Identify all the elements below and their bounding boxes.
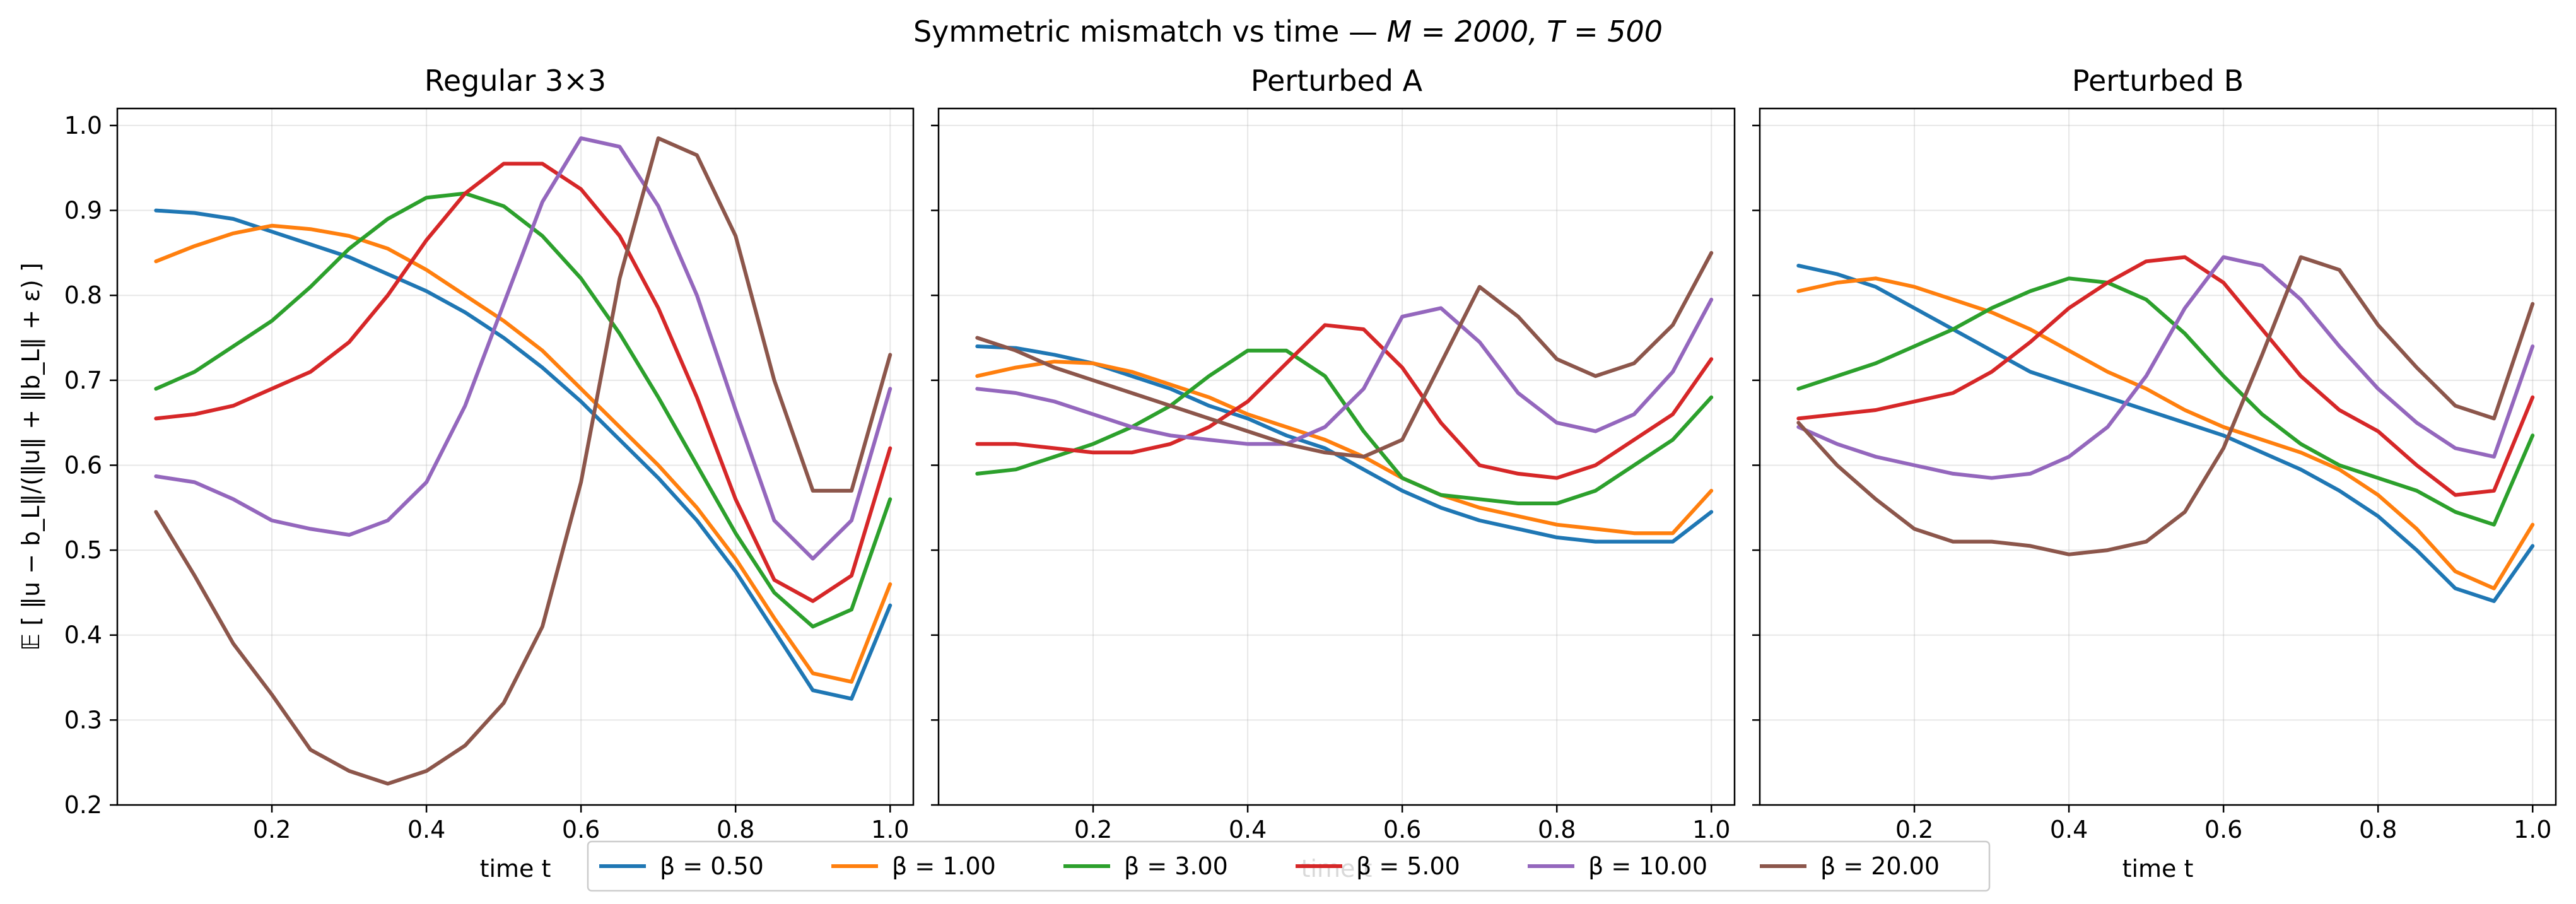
series-line-3	[1796, 276, 2535, 527]
x-tick-label: 0.2	[1074, 816, 1112, 843]
y-tick-label: 1.0	[64, 112, 102, 139]
legend-frame	[587, 840, 1991, 892]
legend-entry: β = 20.00	[1820, 852, 1940, 880]
series-line-4	[154, 161, 893, 603]
axes-frame	[1759, 107, 2557, 806]
legend-entry: β = 5.00	[1356, 852, 1460, 880]
series-line-4	[975, 323, 1714, 480]
x-tick-label: 0.8	[2359, 816, 2397, 843]
series-line-4	[1796, 255, 2535, 497]
series-line-3	[975, 348, 1714, 505]
x-tick-label: 0.4	[1229, 816, 1267, 843]
series-line-1	[1796, 264, 2535, 603]
figure-title-prefix: Symmetric mismatch vs time —	[913, 15, 1387, 49]
series-line-2	[1796, 276, 2535, 590]
x-tick-label: 0.6	[1383, 816, 1421, 843]
series-line-6	[975, 250, 1714, 459]
y-tick-label: 0.3	[64, 706, 102, 734]
x-tick-label: 0.8	[1538, 816, 1576, 843]
x-tick-label: 0.4	[407, 816, 445, 843]
panel-title: Regular 3×3	[424, 64, 606, 98]
y-axis-label: 𝔼 [ ‖u − b_L‖/(‖u‖ + ‖b_L‖ + ε) ]	[17, 262, 45, 650]
series-line-2	[154, 223, 893, 684]
y-tick-label: 0.8	[64, 281, 102, 309]
legend-entry: β = 1.00	[892, 852, 996, 880]
y-tick-label: 0.6	[64, 451, 102, 479]
x-tick-label: 1.0	[2514, 816, 2551, 843]
series-line-2	[975, 360, 1714, 536]
series-line-5	[154, 136, 893, 561]
series-line-3	[154, 191, 893, 629]
x-tick-label: 1.0	[871, 816, 909, 843]
series-line-1	[154, 208, 893, 701]
x-tick-label: 1.0	[1692, 816, 1730, 843]
y-tick-label: 0.9	[64, 197, 102, 225]
figure-title-params: M = 2000, T = 500	[1387, 15, 1663, 49]
legend-entry: β = 10.00	[1588, 852, 1707, 880]
axes-frame	[937, 107, 1736, 806]
series-line-6	[154, 136, 893, 786]
panel-title: Perturbed B	[2072, 64, 2244, 98]
figure-title: Symmetric mismatch vs time — M = 2000, T…	[913, 15, 1663, 49]
panel-perturbed-b: 0.2 0.4 0.6 0.8 1.0 Perturbed B time t	[1752, 64, 2557, 883]
x-axis-label: time t	[480, 855, 551, 883]
y-tick-label: 0.5	[64, 536, 102, 564]
axes-frame	[116, 107, 915, 806]
panel-title: Perturbed A	[1251, 64, 1423, 98]
legend-entry: β = 0.50	[660, 852, 764, 880]
series-line-5	[1796, 255, 2535, 480]
x-tick-label: 0.2	[1895, 816, 1933, 843]
x-tick-label: 0.6	[2204, 816, 2242, 843]
panel-regular-3x3: 0.2 0.4 0.6 0.8 1.0 0.2 0.3 0.4 0.5 0.6 0.7 0.8 0.9 1…	[17, 64, 915, 883]
y-tick-label: 0.7	[64, 367, 102, 394]
y-tick-label: 0.4	[64, 621, 102, 649]
x-tick-label: 0.2	[253, 816, 291, 843]
x-tick-label: 0.8	[717, 816, 754, 843]
x-axis-label: time t	[2122, 855, 2194, 883]
x-tick-label: 0.4	[2050, 816, 2088, 843]
legend-entry: β = 3.00	[1124, 852, 1228, 880]
y-tick-label: 0.2	[64, 791, 102, 819]
series-line-6	[1796, 255, 2535, 556]
series-line-5	[975, 297, 1714, 446]
legend: β = 0.50 β = 1.00 β = 3.00 β = 5.00 β = 10.0…	[587, 840, 1991, 892]
x-tick-label: 0.6	[562, 816, 600, 843]
